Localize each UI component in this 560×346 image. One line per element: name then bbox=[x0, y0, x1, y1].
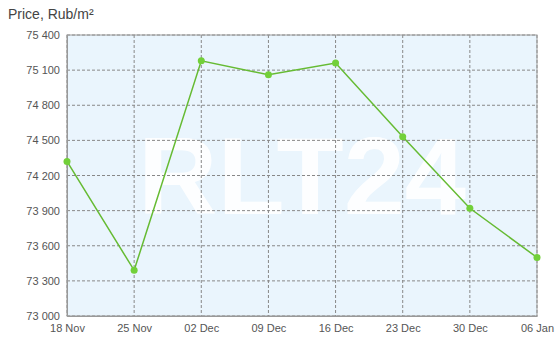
y-tick-label: 73 900 bbox=[26, 205, 60, 217]
x-tick-label: 09 Dec bbox=[251, 322, 286, 334]
x-tick-label: 23 Dec bbox=[386, 322, 421, 334]
series bbox=[64, 57, 541, 274]
marker bbox=[466, 205, 473, 212]
marker bbox=[534, 254, 541, 261]
x-axis: 18 Nov 25 Nov 02 Dec 09 Dec 16 Dec 23 Dec 30 D… bbox=[50, 316, 554, 334]
y-tick: 73 600 bbox=[26, 240, 67, 252]
y-tick: 73 300 bbox=[26, 275, 67, 287]
y-tick-label: 74 800 bbox=[26, 99, 60, 111]
grid-line bbox=[67, 175, 537, 176]
marker bbox=[332, 60, 339, 67]
y-tick: 74 200 bbox=[26, 170, 67, 182]
marker bbox=[399, 133, 406, 140]
y-tick-label: 73 000 bbox=[26, 310, 60, 322]
grid-line bbox=[67, 245, 537, 246]
grid-line-vertical bbox=[201, 35, 202, 316]
x-tick: 06 Jan bbox=[521, 316, 554, 334]
y-tick: 75 400 bbox=[26, 29, 67, 41]
grid-line bbox=[67, 280, 537, 281]
grid-line-vertical bbox=[335, 35, 336, 316]
x-tick: 23 Dec bbox=[386, 316, 421, 334]
grid-line bbox=[67, 140, 537, 141]
grid-line bbox=[67, 70, 537, 71]
y-axis-title: Price, Rub/m² bbox=[8, 6, 94, 22]
marker bbox=[265, 71, 272, 78]
x-tick-label: 16 Dec bbox=[319, 322, 354, 334]
y-tick: 75 100 bbox=[26, 64, 67, 76]
grid-line bbox=[67, 105, 537, 106]
y-tick: 74 500 bbox=[26, 134, 67, 146]
y-axis-line bbox=[67, 36, 68, 317]
x-tick: 25 Nov bbox=[117, 316, 152, 334]
marker bbox=[131, 267, 138, 274]
grid-line bbox=[67, 210, 537, 211]
x-tick: 09 Dec bbox=[251, 316, 286, 334]
chart: RLT2473 00073 30073 60073 90074 20074 50… bbox=[0, 0, 560, 346]
x-tick-label: 18 Nov bbox=[50, 322, 85, 334]
x-tick: 02 Dec bbox=[184, 316, 219, 334]
y-tick-label: 75 100 bbox=[26, 64, 60, 76]
plot-background bbox=[67, 35, 537, 316]
y-tick-label: 73 300 bbox=[26, 275, 60, 287]
line bbox=[67, 61, 537, 271]
x-tick-label: 02 Dec bbox=[184, 322, 219, 334]
x-tick: 30 Dec bbox=[453, 316, 488, 334]
plot-frame bbox=[67, 35, 537, 316]
grid-line-vertical bbox=[134, 35, 135, 316]
y-tick-label: 75 400 bbox=[26, 29, 60, 41]
marker bbox=[64, 158, 71, 165]
grid bbox=[67, 35, 537, 316]
x-tick: 18 Nov bbox=[50, 316, 85, 334]
y-axis: 73 000 73 300 73 600 73 900 74 200 74 500 74 8… bbox=[26, 29, 67, 322]
x-tick-label: 30 Dec bbox=[453, 322, 488, 334]
y-tick-label: 73 600 bbox=[26, 240, 60, 252]
x-axis-line bbox=[68, 316, 538, 317]
y-tick-label: 74 200 bbox=[26, 170, 60, 182]
x-tick-label: 25 Nov bbox=[117, 322, 152, 334]
y-tick: 73 000 bbox=[26, 310, 67, 322]
marker bbox=[198, 57, 205, 64]
x-tick-label: 06 Jan bbox=[521, 322, 554, 334]
y-tick: 74 800 bbox=[26, 99, 67, 111]
y-tick-label: 74 500 bbox=[26, 134, 60, 146]
x-tick: 16 Dec bbox=[319, 316, 354, 334]
y-tick: 73 900 bbox=[26, 205, 67, 217]
grid-line-vertical bbox=[469, 35, 470, 316]
grid-line-vertical bbox=[402, 35, 403, 316]
